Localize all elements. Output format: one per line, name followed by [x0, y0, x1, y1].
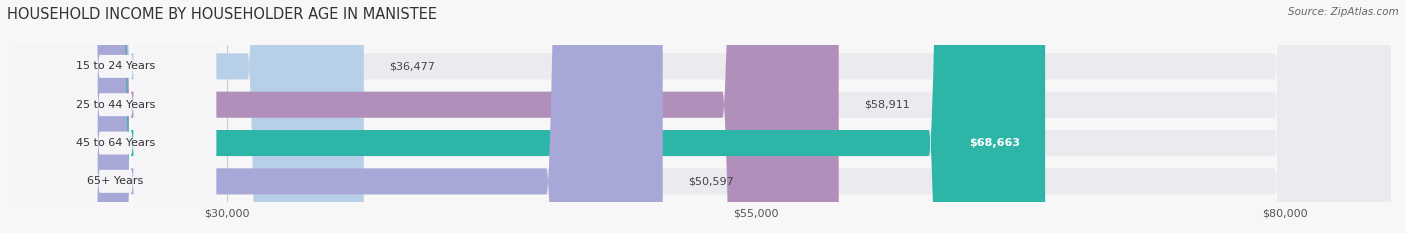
FancyBboxPatch shape	[15, 0, 217, 233]
Text: Source: ZipAtlas.com: Source: ZipAtlas.com	[1288, 7, 1399, 17]
FancyBboxPatch shape	[15, 0, 364, 233]
FancyBboxPatch shape	[15, 0, 839, 233]
FancyBboxPatch shape	[15, 0, 1045, 233]
FancyBboxPatch shape	[15, 0, 217, 233]
FancyBboxPatch shape	[15, 0, 1391, 233]
Text: 25 to 44 Years: 25 to 44 Years	[76, 100, 155, 110]
Text: 45 to 64 Years: 45 to 64 Years	[76, 138, 155, 148]
Text: $58,911: $58,911	[865, 100, 910, 110]
Text: $36,477: $36,477	[389, 61, 434, 71]
Text: $68,663: $68,663	[969, 138, 1019, 148]
FancyBboxPatch shape	[15, 0, 1391, 233]
Text: HOUSEHOLD INCOME BY HOUSEHOLDER AGE IN MANISTEE: HOUSEHOLD INCOME BY HOUSEHOLDER AGE IN M…	[7, 7, 437, 22]
Text: 65+ Years: 65+ Years	[87, 176, 143, 186]
FancyBboxPatch shape	[15, 0, 1391, 233]
FancyBboxPatch shape	[15, 0, 1391, 233]
FancyBboxPatch shape	[15, 0, 217, 233]
Text: 15 to 24 Years: 15 to 24 Years	[76, 61, 155, 71]
FancyBboxPatch shape	[15, 0, 662, 233]
FancyBboxPatch shape	[15, 0, 217, 233]
Text: $50,597: $50,597	[688, 176, 734, 186]
